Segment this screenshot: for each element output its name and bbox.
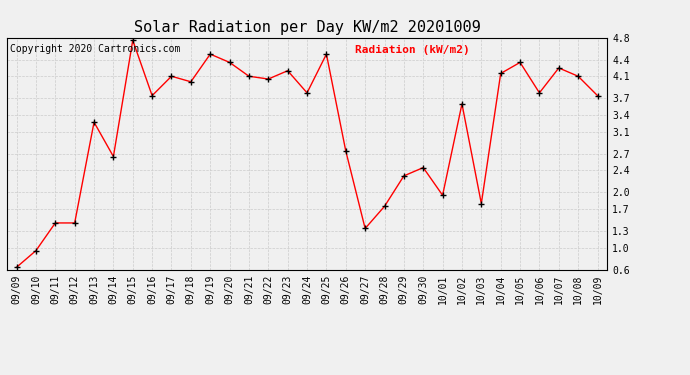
Text: Radiation (kW/m2): Radiation (kW/m2) [355,45,470,54]
Title: Solar Radiation per Day KW/m2 20201009: Solar Radiation per Day KW/m2 20201009 [134,20,480,35]
Text: Copyright 2020 Cartronics.com: Copyright 2020 Cartronics.com [10,45,180,54]
